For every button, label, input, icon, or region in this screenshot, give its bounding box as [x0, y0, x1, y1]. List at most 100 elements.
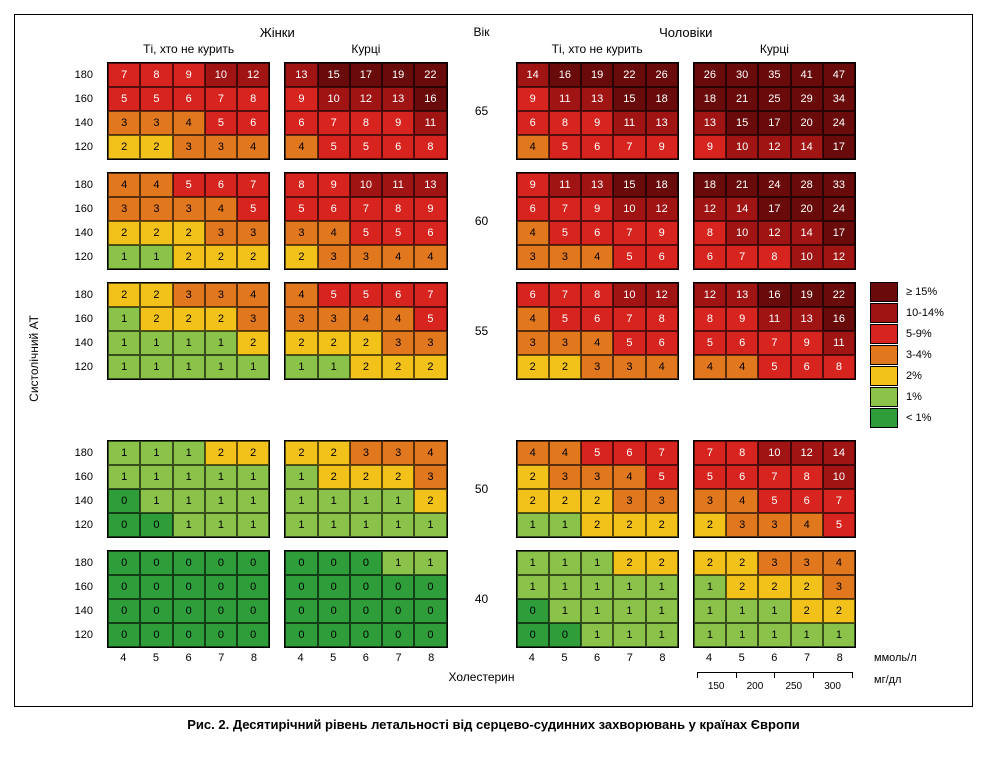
heatmap-cell: 3	[205, 135, 237, 159]
heatmap-cell: 7	[823, 489, 855, 513]
heatmap-cell: 0	[285, 623, 317, 647]
bp-labels-age-55: 180160140120	[63, 282, 93, 379]
heatmap-cell: 15	[613, 87, 645, 111]
heatmap-cell: 7	[758, 465, 790, 489]
gender-header-women: Жінки	[107, 25, 448, 42]
bp-label: 140	[75, 605, 93, 617]
heatmap-cell: 15	[613, 173, 645, 197]
heatmap-cell: 13	[581, 87, 613, 111]
plot-area: Систолічний АТ ЖінкиВікЧоловікиТі, хто н…	[14, 14, 973, 707]
heatmap-cell: 1	[318, 513, 350, 537]
chol-tick: 7	[791, 652, 824, 664]
color-legend: ≥ 15%10-14%5-9%3-4%2%1%< 1%	[870, 282, 960, 428]
bp-label: 120	[75, 251, 93, 263]
heatmap-cell: 6	[382, 135, 414, 159]
heatmap-cell: 2	[414, 355, 446, 379]
chol-tick: 4	[693, 652, 726, 664]
heatmap-cell: 2	[517, 489, 549, 513]
heatmap-men_smk-age-65: 263035414718212529341315172024910121417	[693, 62, 856, 160]
heatmap-cell: 2	[581, 489, 613, 513]
heatmap-cell: 4	[285, 283, 317, 307]
heatmap-cell: 0	[382, 575, 414, 599]
heatmap-cell: 7	[549, 283, 581, 307]
heatmap-cell: 12	[646, 283, 678, 307]
heatmap-cell: 6	[694, 245, 726, 269]
heatmap-cell: 4	[285, 135, 317, 159]
heatmap-cell: 3	[140, 197, 172, 221]
heatmap-cell: 6	[382, 283, 414, 307]
heatmap-cell: 3	[173, 197, 205, 221]
unit-mmol: ммоль/л	[870, 648, 960, 664]
heatmap-cell: 3	[173, 283, 205, 307]
heatmap-cell: 0	[285, 551, 317, 575]
heatmap-cell: 1	[549, 551, 581, 575]
heatmap-cell: 6	[517, 197, 549, 221]
heatmap-cell: 5	[350, 221, 382, 245]
heatmap-cell: 12	[694, 197, 726, 221]
heatmap-cell: 5	[613, 331, 645, 355]
legend-label: 10-14%	[906, 307, 960, 319]
heatmap-cell: 22	[823, 283, 855, 307]
heatmap-cell: 6	[726, 465, 758, 489]
heatmap-cell: 9	[791, 331, 823, 355]
heatmap-cell: 2	[549, 355, 581, 379]
heatmap-cell: 1	[726, 599, 758, 623]
heatmap-cell: 0	[549, 623, 581, 647]
age-label-50: 50	[462, 440, 502, 538]
heatmap-cell: 24	[823, 197, 855, 221]
bp-label: 180	[75, 447, 93, 459]
heatmap-cell: 0	[237, 551, 269, 575]
heatmap-cell: 3	[549, 245, 581, 269]
heatmap-cell: 6	[581, 221, 613, 245]
heatmap-cell: 3	[285, 221, 317, 245]
heatmap-cell: 0	[414, 623, 446, 647]
heatmap-cell: 17	[350, 63, 382, 87]
heatmap-cell: 2	[205, 307, 237, 331]
legend-swatch	[870, 387, 898, 407]
heatmap-cell: 0	[140, 513, 172, 537]
mgdl-tick-label: 300	[813, 681, 852, 692]
heatmap-cell: 8	[237, 87, 269, 111]
legend-label: 2%	[906, 370, 960, 382]
chol-tick: 5	[140, 652, 173, 664]
heatmap-cell: 1	[173, 465, 205, 489]
heatmap-cell: 2	[173, 221, 205, 245]
heatmap-cell: 5	[350, 283, 382, 307]
chol-tick: 7	[205, 652, 238, 664]
heatmap-cell: 3	[205, 283, 237, 307]
heatmap-cell: 8	[726, 441, 758, 465]
heatmap-cell: 17	[758, 197, 790, 221]
heatmap-cell: 1	[140, 441, 172, 465]
heatmap-cell: 1	[350, 513, 382, 537]
heatmap-cell: 0	[318, 575, 350, 599]
heatmap-cell: 10	[205, 63, 237, 87]
chol-tick: 6	[172, 652, 205, 664]
heatmap-cell: 8	[694, 307, 726, 331]
heatmap-cell: 1	[646, 623, 678, 647]
heatmap-cell: 7	[646, 441, 678, 465]
heatmap-cell: 10	[613, 197, 645, 221]
heatmap-cell: 3	[350, 441, 382, 465]
heatmap-cell: 11	[613, 111, 645, 135]
heatmap-cell: 9	[414, 197, 446, 221]
bp-label: 160	[75, 313, 93, 325]
heatmap-cell: 5	[414, 307, 446, 331]
heatmap-cell: 1	[285, 489, 317, 513]
heatmap-cell: 1	[140, 465, 172, 489]
heatmap-cell: 4	[549, 441, 581, 465]
heatmap-cell: 0	[237, 599, 269, 623]
heatmap-cell: 3	[613, 355, 645, 379]
heatmap-cell: 2	[549, 489, 581, 513]
heatmap-cell: 4	[414, 245, 446, 269]
heatmap-cell: 6	[646, 245, 678, 269]
heatmap-women_non-age-55: 22334122231111211111	[107, 282, 270, 380]
heatmap-cell: 0	[108, 575, 140, 599]
figure-caption: Рис. 2. Десятирічний рівень летальності …	[0, 707, 987, 746]
heatmap-cell: 12	[758, 135, 790, 159]
heatmap-women_smk-age-55: 45567334452223311222	[284, 282, 447, 380]
heatmap-cell: 3	[205, 221, 237, 245]
heatmap-cell: 2	[382, 355, 414, 379]
bp-label: 160	[75, 203, 93, 215]
heatmap-cell: 15	[726, 111, 758, 135]
heatmap-cell: 5	[382, 221, 414, 245]
